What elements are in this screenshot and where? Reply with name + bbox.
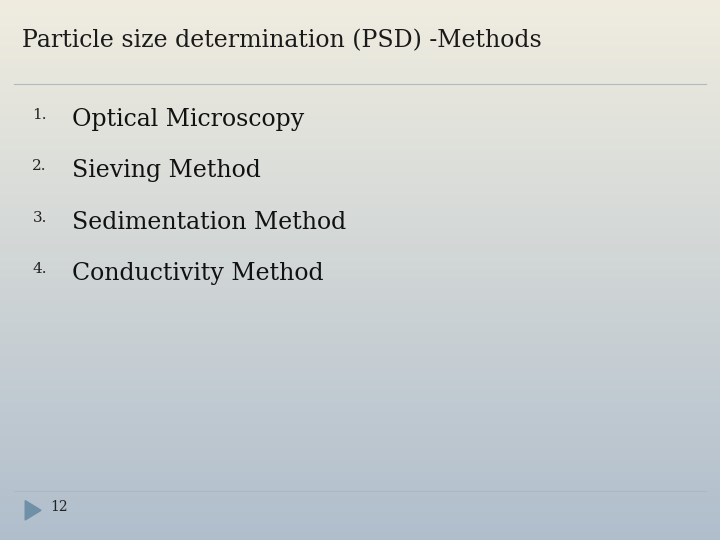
- Text: 4.: 4.: [32, 262, 47, 276]
- Text: Sieving Method: Sieving Method: [72, 159, 261, 183]
- Text: 2.: 2.: [32, 159, 47, 173]
- Text: Sedimentation Method: Sedimentation Method: [72, 211, 346, 234]
- Text: 1.: 1.: [32, 108, 47, 122]
- Text: Particle size determination (PSD) -Methods: Particle size determination (PSD) -Metho…: [22, 30, 541, 53]
- Text: Conductivity Method: Conductivity Method: [72, 262, 323, 285]
- Text: 3.: 3.: [32, 211, 47, 225]
- Text: Optical Microscopy: Optical Microscopy: [72, 108, 305, 131]
- Polygon shape: [25, 501, 41, 520]
- Text: 12: 12: [50, 500, 68, 514]
